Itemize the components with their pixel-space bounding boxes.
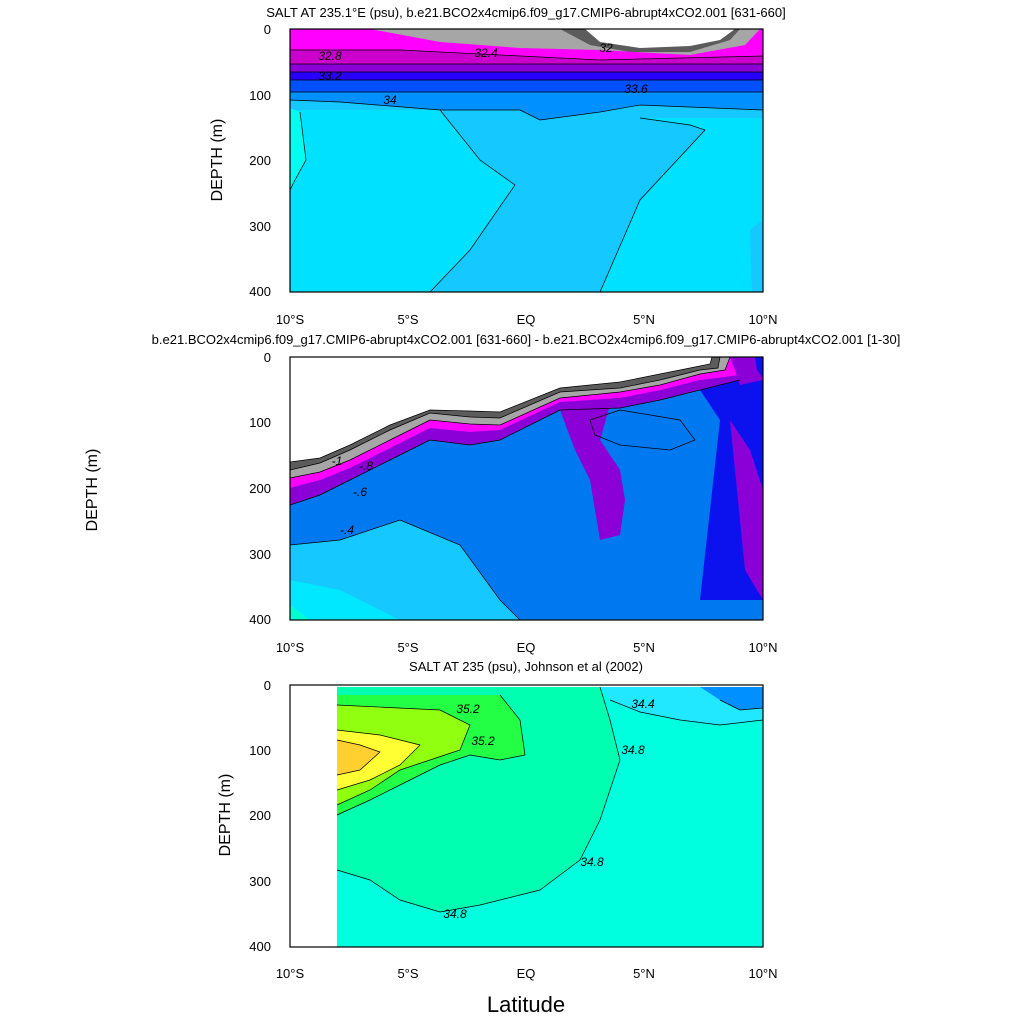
panel-2-contour-label: -.6 (353, 485, 367, 499)
x-axis-title: Latitude (487, 992, 565, 1017)
panel-1-contour-label: 33.6 (624, 82, 648, 96)
panel-3-contour-label: 35.2 (456, 702, 480, 716)
y-tick-label: 400 (249, 612, 271, 627)
x-tick-label: EQ (517, 640, 536, 655)
panel-3-title: SALT AT 235 (psu), Johnson et al (2002) (409, 659, 643, 674)
y-tick-label: 400 (249, 939, 271, 954)
panel-1-contour-label: 33.2 (318, 69, 342, 83)
x-tick-label: 10°N (748, 966, 777, 981)
y-tick-label: 0 (264, 22, 271, 37)
panel-1-contour-label: 32.8 (318, 49, 342, 63)
y-tick-label: 100 (249, 415, 271, 430)
panel-1-y-axis-title: DEPTH (m) (209, 119, 226, 202)
panel-1-title: SALT AT 235.1°E (psu), b.e21.BCO2x4cmip6… (266, 5, 785, 20)
panel-3-contour-label: 34.4 (631, 697, 655, 711)
panel-2-contour-fill (290, 357, 763, 620)
panel-2-frame (289, 356, 764, 621)
x-tick-label: 5°N (633, 640, 655, 655)
x-tick-label: 5°N (633, 312, 655, 327)
panel-2-y-ticks: 0 100 200 300 400 (249, 350, 271, 627)
x-tick-label: 5°S (397, 966, 418, 981)
panel-2-contour-labels: -1 -.8 -.6 -.4 (332, 454, 374, 537)
y-tick-label: 0 (264, 350, 271, 365)
y-tick-label: 300 (249, 547, 271, 562)
x-tick-label: 10°S (276, 312, 305, 327)
panel-3-contour-label: 34.8 (443, 907, 467, 921)
panel-3-contour-label: 34.8 (580, 855, 604, 869)
y-tick-label: 400 (249, 284, 271, 299)
panel-1-contour-label: 32 (599, 41, 613, 55)
panel-2-contour-label: -.8 (359, 459, 373, 473)
panel-1-contour-label: 32.4 (474, 46, 498, 60)
x-tick-label: 5°S (397, 312, 418, 327)
panel-1-contour-labels: 32 32.4 32.8 33.2 33.6 34 (318, 41, 648, 107)
y-tick-label: 300 (249, 219, 271, 234)
panel-1-model-salinity: SALT AT 235.1°E (psu), b.e21.BCO2x4cmip6… (209, 5, 786, 327)
outer-y-axis-title: DEPTH (m) (84, 449, 101, 532)
y-tick-label: 200 (249, 808, 271, 823)
panel-3-contour-label: 35.2 (471, 734, 495, 748)
x-tick-label: 5°N (633, 966, 655, 981)
x-tick-label: 10°N (748, 640, 777, 655)
panel-1-contour-label: 34 (383, 93, 397, 107)
x-tick-label: 10°S (276, 640, 305, 655)
y-tick-label: 100 (249, 743, 271, 758)
y-tick-label: 200 (249, 481, 271, 496)
panel-1-y-ticks: 0 100 200 300 400 (249, 22, 271, 299)
x-tick-label: EQ (517, 312, 536, 327)
panel-3-contour-labels: 35.2 35.2 34.8 34.8 34.8 34.4 (443, 697, 655, 921)
panel-2-difference: b.e21.BCO2x4cmip6.f09_g17.CMIP6-abrupt4x… (84, 332, 901, 655)
panel-3-x-ticks: 10°S 5°S EQ 5°N 10°N (276, 966, 778, 981)
x-tick-label: 5°S (397, 640, 418, 655)
panel-1-x-ticks: 10°S 5°S EQ 5°N 10°N (276, 312, 778, 327)
panel-3-y-axis-title: DEPTH (m) (217, 774, 234, 857)
x-tick-label: EQ (517, 966, 536, 981)
panel-1-frame (289, 28, 764, 293)
panel-3-contour-label: 34.8 (621, 743, 645, 757)
panel-3-frame (289, 684, 764, 948)
y-tick-label: 200 (249, 153, 271, 168)
panel-2-x-ticks: 10°S 5°S EQ 5°N 10°N (276, 640, 778, 655)
panel-3-y-ticks: 0 100 200 300 400 (249, 678, 271, 954)
panel-3-contour-fill (290, 685, 763, 947)
panel-3-observed-salinity: SALT AT 235 (psu), Johnson et al (2002) … (217, 659, 778, 1017)
x-tick-label: 10°S (276, 966, 305, 981)
panel-2-title: b.e21.BCO2x4cmip6.f09_g17.CMIP6-abrupt4x… (152, 332, 901, 347)
panel-1-contour-fill (290, 29, 763, 292)
panel-2-contour-label: -.4 (340, 523, 354, 537)
y-tick-label: 0 (264, 678, 271, 693)
y-tick-label: 300 (249, 874, 271, 889)
y-tick-label: 100 (249, 88, 271, 103)
panel-2-contour-label: -1 (332, 454, 343, 468)
x-tick-label: 10°N (748, 312, 777, 327)
